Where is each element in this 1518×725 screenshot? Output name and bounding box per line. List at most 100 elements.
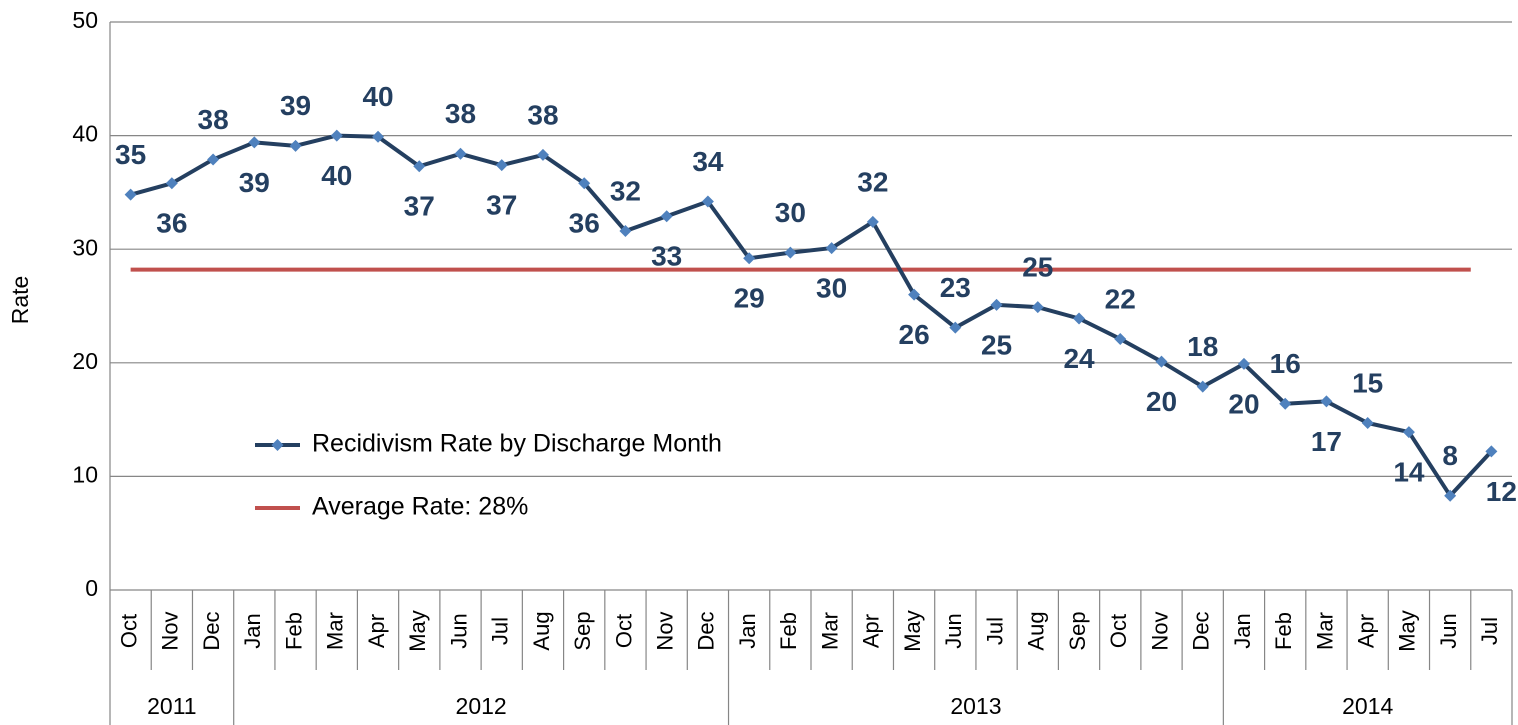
x-tick-label: Jul	[1477, 617, 1502, 645]
y-tick-label: 30	[72, 234, 98, 260]
data-point	[784, 246, 797, 259]
data-point	[949, 321, 962, 334]
data-label: 16	[1270, 348, 1301, 379]
data-point	[248, 136, 261, 149]
x-tick-label: Jun	[446, 613, 471, 648]
x-tick-label: May	[405, 610, 430, 652]
data-point	[454, 147, 467, 160]
x-tick-label: Sep	[570, 611, 595, 650]
data-label: 40	[362, 81, 393, 112]
x-tick-label: Nov	[158, 611, 183, 650]
data-point	[1485, 445, 1498, 458]
data-label: 26	[899, 319, 930, 350]
x-tick-label: Sep	[1065, 611, 1090, 650]
data-point	[1196, 380, 1209, 393]
data-label: 17	[1311, 426, 1342, 457]
data-point	[495, 159, 508, 172]
year-label: 2011	[147, 693, 196, 719]
data-label: 20	[1146, 386, 1177, 417]
data-point	[165, 177, 178, 190]
data-point	[1320, 395, 1333, 408]
data-label: 35	[115, 139, 146, 170]
data-label: 30	[775, 197, 806, 228]
data-point	[990, 298, 1003, 311]
x-tick-label: Oct	[611, 614, 636, 648]
legend-label: Recidivism Rate by Discharge Month	[312, 430, 722, 458]
x-tick-label: May	[900, 610, 925, 652]
data-point	[207, 153, 220, 166]
legend-label: Average Rate: 28%	[312, 493, 528, 521]
legend-marker	[271, 439, 284, 451]
data-label: 40	[321, 160, 352, 191]
x-tick-label: Apr	[859, 614, 884, 648]
y-tick-label: 20	[72, 348, 98, 374]
y-tick-label: 0	[85, 575, 98, 601]
data-label: 25	[981, 329, 1012, 360]
x-tick-label: Nov	[652, 611, 677, 650]
data-point	[866, 215, 879, 228]
data-point	[536, 148, 549, 161]
data-point	[825, 242, 838, 255]
x-tick-label: Feb	[281, 612, 306, 650]
data-label: 34	[692, 146, 724, 177]
data-label: 37	[404, 191, 435, 222]
data-label: 39	[239, 167, 270, 198]
data-point	[124, 188, 137, 201]
x-tick-label: Jul	[488, 617, 513, 645]
x-tick-label: Apr	[364, 614, 389, 648]
x-tick-label: Jun	[941, 613, 966, 648]
x-tick-label: Oct	[1106, 614, 1131, 648]
data-label: 37	[486, 190, 517, 221]
x-tick-label: Jul	[982, 617, 1007, 645]
data-label: 36	[156, 208, 187, 239]
year-label: 2013	[950, 693, 1001, 719]
data-label: 18	[1187, 331, 1218, 362]
data-point	[1031, 301, 1044, 314]
data-label: 22	[1105, 283, 1136, 314]
data-label: 32	[857, 166, 888, 197]
x-tick-label: Jan	[240, 613, 265, 648]
data-label: 23	[940, 272, 971, 303]
x-tick-label: Jan	[735, 613, 760, 648]
data-point	[1444, 489, 1457, 502]
data-point	[578, 177, 591, 190]
data-label: 12	[1486, 476, 1517, 507]
data-label: 38	[445, 98, 476, 129]
x-tick-label: Mar	[1312, 612, 1337, 650]
data-point	[413, 160, 426, 173]
data-label: 38	[198, 104, 229, 135]
x-tick-label: Dec	[694, 611, 719, 650]
data-point	[372, 130, 385, 143]
data-label: 29	[734, 283, 765, 314]
x-tick-label: Dec	[199, 611, 224, 650]
x-tick-label: Feb	[1271, 612, 1296, 650]
data-label: 15	[1352, 367, 1383, 398]
data-label: 20	[1228, 388, 1259, 419]
series-line	[130, 133, 1493, 498]
x-tick-label: Aug	[1024, 611, 1049, 650]
x-tick-label: Feb	[776, 612, 801, 650]
x-tick-label: Aug	[529, 611, 554, 650]
y-axis-label: Rate	[7, 276, 33, 325]
data-label: 36	[569, 208, 600, 239]
x-tick-label: Mar	[323, 612, 348, 650]
x-tick-label: Jun	[1436, 613, 1461, 648]
data-label: 14	[1393, 456, 1425, 487]
y-tick-label: 50	[72, 7, 98, 33]
y-tick-label: 10	[72, 461, 98, 487]
data-label: 8	[1442, 440, 1458, 471]
data-label: 38	[527, 99, 558, 130]
data-point	[619, 225, 632, 238]
data-point	[1155, 355, 1168, 368]
data-label: 25	[1022, 252, 1053, 283]
x-tick-label: Oct	[116, 614, 141, 648]
data-label: 33	[651, 241, 682, 272]
year-label: 2014	[1342, 693, 1393, 719]
x-tick-label: Apr	[1353, 614, 1378, 648]
y-tick-label: 40	[72, 121, 98, 147]
x-tick-label: Mar	[817, 612, 842, 650]
data-point	[330, 129, 343, 142]
data-point	[289, 139, 302, 152]
data-point	[1114, 332, 1127, 345]
